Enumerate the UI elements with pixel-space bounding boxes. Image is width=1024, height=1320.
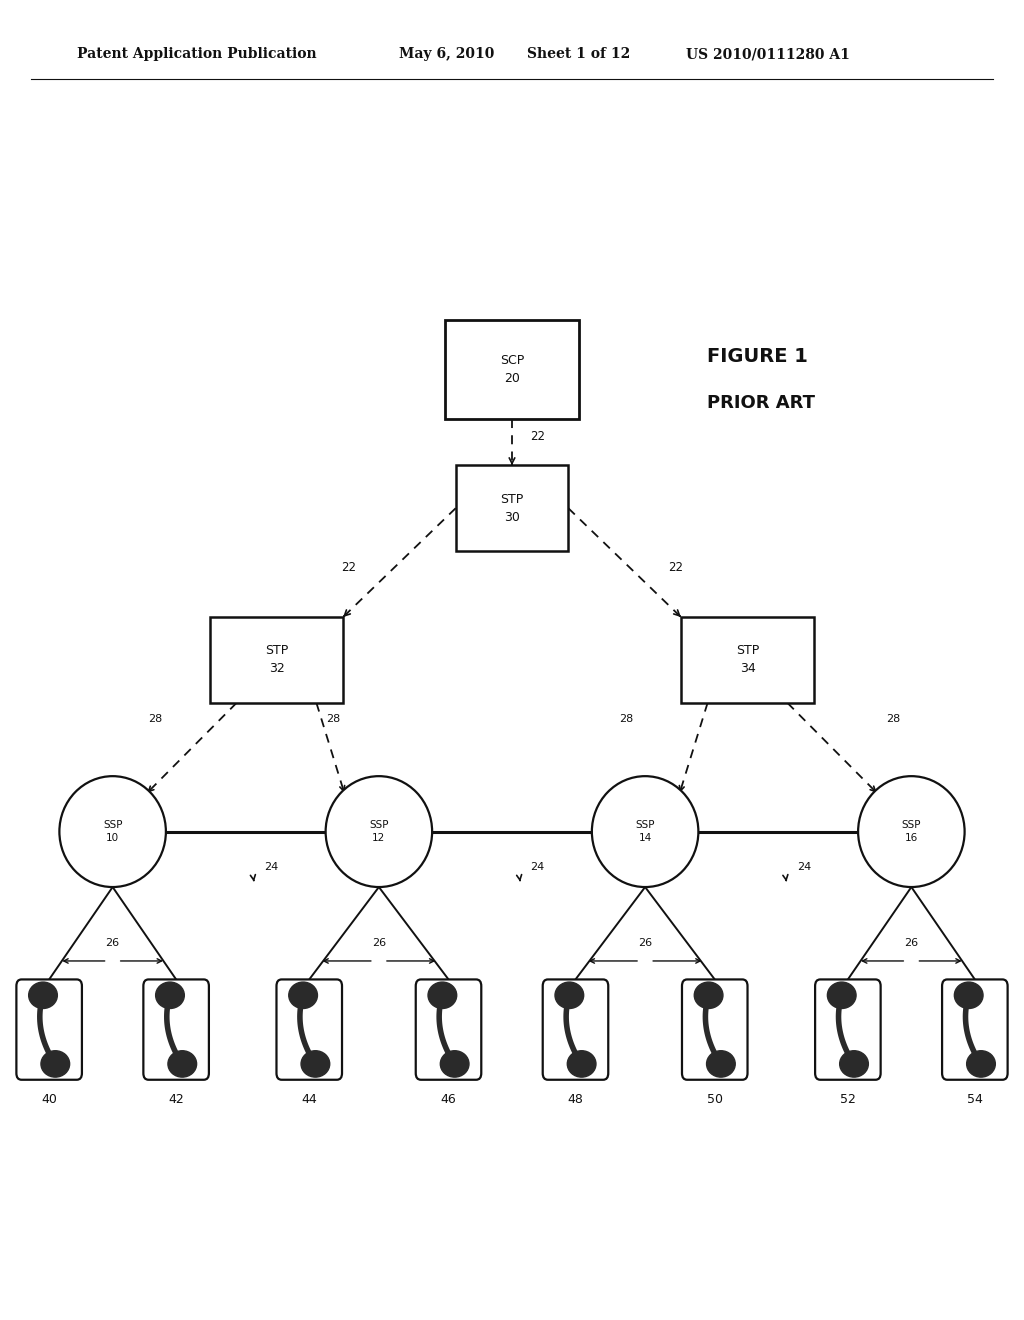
Text: 26: 26 bbox=[638, 937, 652, 948]
Text: 28: 28 bbox=[326, 714, 340, 725]
Ellipse shape bbox=[156, 982, 184, 1008]
Text: 24: 24 bbox=[530, 862, 545, 873]
FancyBboxPatch shape bbox=[16, 979, 82, 1080]
Bar bbox=[456, 466, 568, 552]
Text: 46: 46 bbox=[440, 1093, 457, 1106]
Text: May 6, 2010: May 6, 2010 bbox=[399, 48, 495, 61]
Ellipse shape bbox=[555, 982, 584, 1008]
Text: 22: 22 bbox=[530, 430, 546, 442]
FancyBboxPatch shape bbox=[416, 979, 481, 1080]
Text: SCP
20: SCP 20 bbox=[500, 354, 524, 385]
Ellipse shape bbox=[41, 1051, 70, 1077]
Ellipse shape bbox=[840, 1051, 868, 1077]
Text: 54: 54 bbox=[967, 1093, 983, 1106]
Text: 28: 28 bbox=[148, 714, 163, 725]
Text: FIGURE 1: FIGURE 1 bbox=[707, 347, 808, 366]
Text: STP
32: STP 32 bbox=[265, 644, 288, 676]
Text: 24: 24 bbox=[797, 862, 811, 873]
Text: 26: 26 bbox=[105, 937, 120, 948]
FancyBboxPatch shape bbox=[543, 979, 608, 1080]
Text: SSP
14: SSP 14 bbox=[635, 821, 655, 842]
Ellipse shape bbox=[954, 982, 983, 1008]
Text: 22: 22 bbox=[669, 561, 683, 574]
Text: US 2010/0111280 A1: US 2010/0111280 A1 bbox=[686, 48, 850, 61]
Ellipse shape bbox=[59, 776, 166, 887]
Text: STP
30: STP 30 bbox=[501, 492, 523, 524]
Text: PRIOR ART: PRIOR ART bbox=[707, 393, 814, 412]
Text: 22: 22 bbox=[341, 561, 355, 574]
Text: Sheet 1 of 12: Sheet 1 of 12 bbox=[527, 48, 631, 61]
Ellipse shape bbox=[301, 1051, 330, 1077]
Ellipse shape bbox=[592, 776, 698, 887]
Ellipse shape bbox=[440, 1051, 469, 1077]
Ellipse shape bbox=[694, 982, 723, 1008]
FancyBboxPatch shape bbox=[942, 979, 1008, 1080]
Ellipse shape bbox=[428, 982, 457, 1008]
Text: STP
34: STP 34 bbox=[736, 644, 759, 676]
Text: 26: 26 bbox=[904, 937, 919, 948]
Bar bbox=[210, 618, 343, 702]
Ellipse shape bbox=[707, 1051, 735, 1077]
Text: 42: 42 bbox=[168, 1093, 184, 1106]
Ellipse shape bbox=[567, 1051, 596, 1077]
Text: SSP
10: SSP 10 bbox=[102, 821, 123, 842]
Ellipse shape bbox=[827, 982, 856, 1008]
Text: 44: 44 bbox=[301, 1093, 317, 1106]
Text: SSP
16: SSP 16 bbox=[901, 821, 922, 842]
FancyBboxPatch shape bbox=[815, 979, 881, 1080]
Ellipse shape bbox=[289, 982, 317, 1008]
Ellipse shape bbox=[168, 1051, 197, 1077]
Text: 50: 50 bbox=[707, 1093, 723, 1106]
Ellipse shape bbox=[967, 1051, 995, 1077]
Ellipse shape bbox=[326, 776, 432, 887]
Text: 26: 26 bbox=[372, 937, 386, 948]
Text: 48: 48 bbox=[567, 1093, 584, 1106]
FancyBboxPatch shape bbox=[143, 979, 209, 1080]
Text: 52: 52 bbox=[840, 1093, 856, 1106]
Bar bbox=[681, 618, 814, 702]
Text: SSP
12: SSP 12 bbox=[369, 821, 389, 842]
Text: 40: 40 bbox=[41, 1093, 57, 1106]
FancyBboxPatch shape bbox=[276, 979, 342, 1080]
Ellipse shape bbox=[858, 776, 965, 887]
Text: Patent Application Publication: Patent Application Publication bbox=[77, 48, 316, 61]
Text: 24: 24 bbox=[264, 862, 279, 873]
Bar bbox=[445, 321, 579, 420]
FancyBboxPatch shape bbox=[682, 979, 748, 1080]
Ellipse shape bbox=[29, 982, 57, 1008]
Text: 28: 28 bbox=[620, 714, 634, 725]
Text: 28: 28 bbox=[886, 714, 900, 725]
